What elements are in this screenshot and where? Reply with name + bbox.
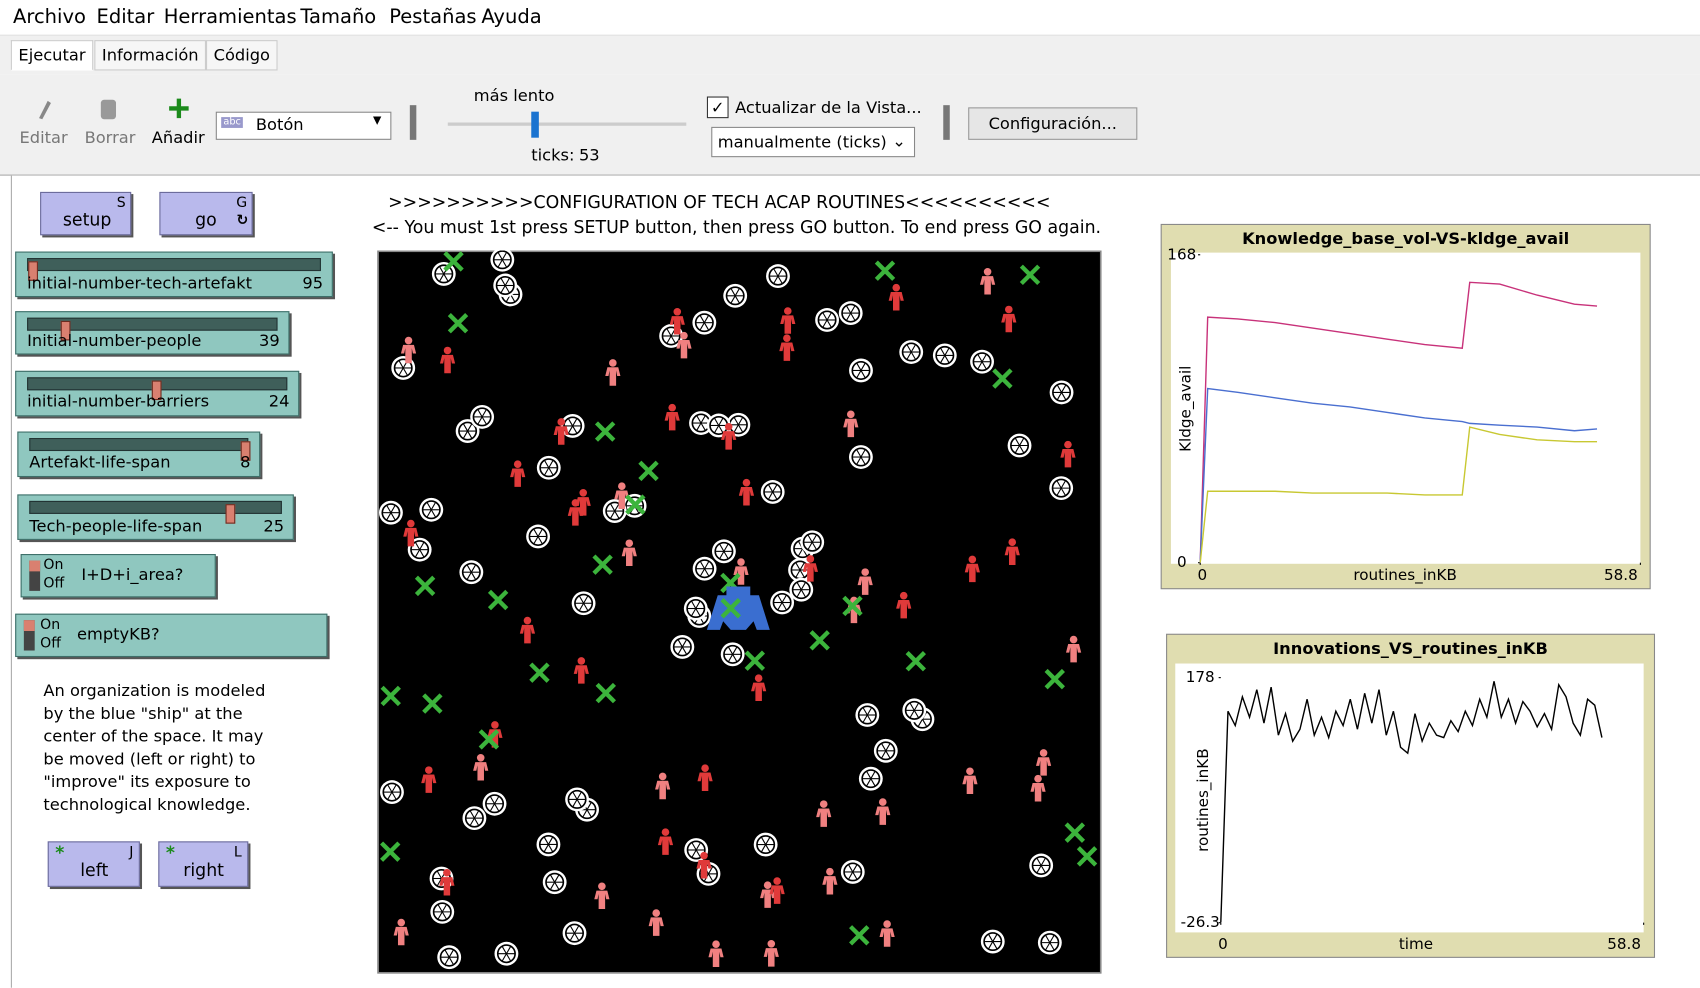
y-tick-label: 0 [1177, 553, 1187, 571]
x-axis-label: time [1399, 935, 1433, 953]
netlogo-window: Archivo Editar Herramientas Tamaño Pesta… [0, 0, 1700, 988]
plot-area [1171, 253, 1640, 564]
y-tick-label: 168 [1167, 245, 1196, 263]
x-axis-label: routines_inKB [1353, 566, 1457, 585]
x-tick-label: 58.8 [1607, 935, 1641, 953]
x-tick-label: 58.8 [1604, 566, 1638, 584]
plots: Knowledge_base_vol-VS-kldge_avail 0 168 0 58… [0, 0, 1700, 988]
x-tick-label: 0 [1198, 566, 1208, 584]
plot-title: Knowledge_base_vol-VS-kldge_avail [1242, 229, 1569, 248]
plot-title: Innovations_VS_routines_inKB [1273, 639, 1548, 658]
page: Archivo Editar Herramientas Tamaño Pesta… [0, 0, 1700, 985]
y-axis-label: Kldge_avail [1177, 366, 1196, 452]
y-tick-label: -26.3 [1181, 913, 1220, 931]
y-axis-label: routines_inKB [1194, 748, 1213, 851]
x-tick-label: 0 [1218, 935, 1228, 953]
y-tick-label: 178 [1186, 668, 1215, 686]
